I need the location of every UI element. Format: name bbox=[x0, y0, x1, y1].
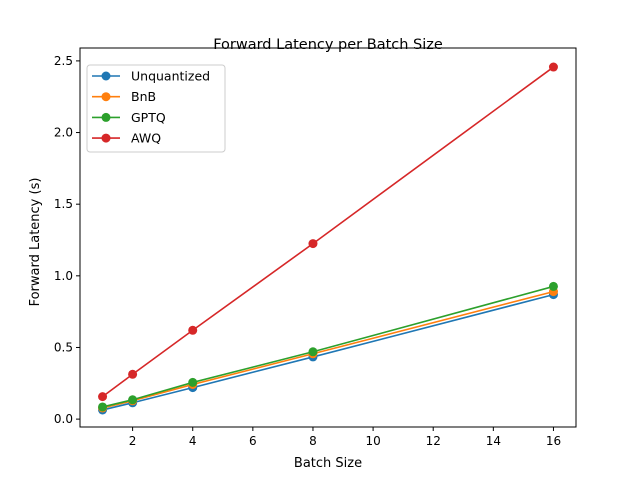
y-tick-label: 2.5 bbox=[54, 54, 73, 68]
data-point-gptq bbox=[98, 402, 108, 412]
data-point-awq bbox=[308, 239, 318, 249]
data-point-awq bbox=[548, 62, 558, 72]
legend-label: AWQ bbox=[131, 131, 161, 146]
legend-box bbox=[86, 64, 226, 153]
series-line-unquantized bbox=[102, 293, 554, 411]
x-tick-label: 16 bbox=[546, 434, 561, 448]
x-tick-label: 12 bbox=[426, 434, 441, 448]
x-tick-label: 10 bbox=[365, 434, 380, 448]
x-axis-label: Batch Size bbox=[294, 456, 362, 471]
data-point-gptq bbox=[128, 395, 138, 405]
chart-title: Forward Latency per Batch Size bbox=[213, 37, 443, 53]
legend-marker bbox=[101, 112, 111, 122]
legend: Unquantized BnB GPTQ AWQ bbox=[86, 64, 226, 153]
x-tick-label: 2 bbox=[129, 434, 137, 448]
data-point-gptq bbox=[188, 377, 198, 387]
data-point-awq bbox=[128, 369, 138, 379]
y-tick-label: 0.0 bbox=[54, 412, 73, 426]
data-point-awq bbox=[98, 392, 108, 402]
x-tick-label: 6 bbox=[249, 434, 257, 448]
x-tick-label: 4 bbox=[189, 434, 197, 448]
y-tick-label: 0.5 bbox=[54, 340, 73, 354]
y-tick-label: 1.5 bbox=[54, 197, 73, 211]
legend-marker bbox=[101, 133, 111, 143]
legend-label: Unquantized bbox=[131, 69, 210, 84]
y-tick-label: 2.0 bbox=[54, 126, 73, 140]
data-point-gptq bbox=[548, 281, 558, 291]
legend-label: BnB bbox=[131, 89, 156, 104]
plot-frame bbox=[79, 47, 577, 428]
y-tick-label: 1.0 bbox=[54, 269, 73, 283]
x-tick-label: 14 bbox=[486, 434, 501, 448]
data-point-gptq bbox=[308, 347, 318, 357]
legend-marker bbox=[101, 92, 111, 102]
series-line-bnb bbox=[102, 290, 554, 409]
legend-marker bbox=[101, 71, 111, 81]
x-tick-label: 8 bbox=[309, 434, 317, 448]
y-axis-label: Forward Latency (s) bbox=[28, 178, 43, 307]
legend-label: GPTQ bbox=[131, 110, 166, 125]
data-point-awq bbox=[188, 325, 198, 335]
